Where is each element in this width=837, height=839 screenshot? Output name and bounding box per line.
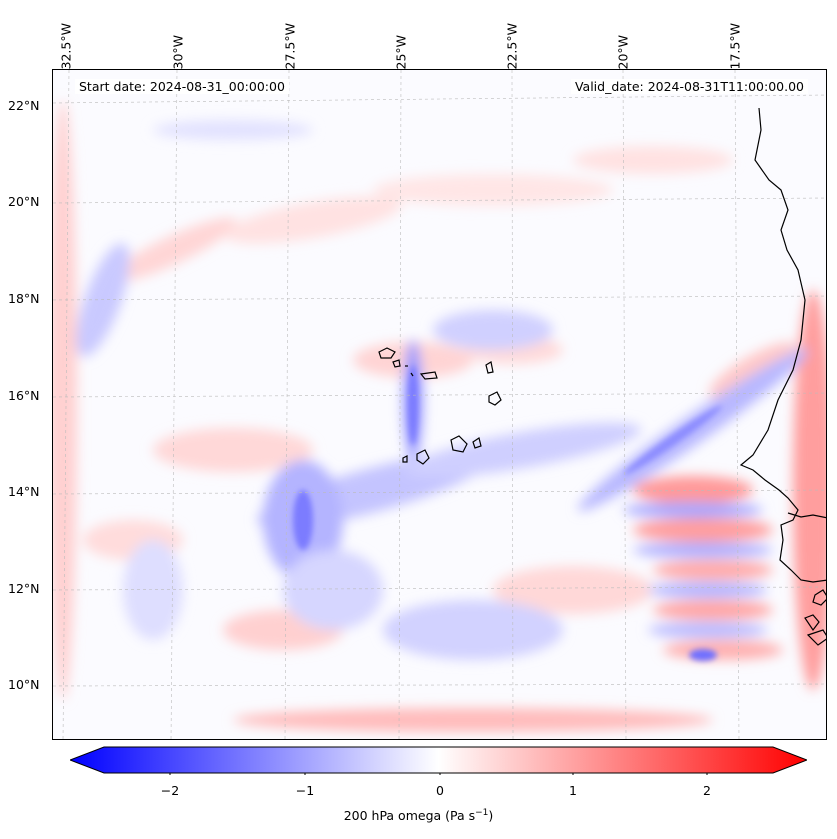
- cape-verde-islands: [378, 347, 502, 465]
- lat-label-14n: 14°N: [8, 484, 40, 499]
- colorbar-tick-label: 2: [703, 783, 711, 798]
- start-date-label: Start date: 2024-08-31_00:00:00: [75, 79, 289, 94]
- omega-field: [53, 70, 826, 739]
- coastlines: [739, 107, 826, 646]
- colorbar-label-end: ): [488, 808, 494, 824]
- lat-label-10n: 10°N: [8, 677, 40, 692]
- valid-date-label: Valid_date: 2024-08-31T11:00:00.00: [570, 79, 808, 94]
- map-panel: Start date: 2024-08-31_00:00:00 Valid_da…: [52, 69, 827, 740]
- lat-label-18n: 18°N: [8, 291, 40, 306]
- lon-label-27.5w: 27.5°W: [282, 23, 298, 70]
- colorbar-label-exponent: −1: [475, 808, 489, 818]
- colorbar-tick-label: −1: [295, 783, 315, 798]
- lat-label-16n: 16°N: [8, 388, 40, 403]
- lon-label-30w: 30°W: [170, 34, 186, 70]
- lon-label-22.5w: 22.5°W: [504, 23, 520, 70]
- colorbar-tick-label: 0: [436, 783, 444, 798]
- colorbar-tick-label: 1: [569, 783, 577, 798]
- colorbar-ticks: [169, 773, 708, 775]
- colorbar-gradient: [70, 746, 807, 774]
- lat-label-22n: 22°N: [8, 98, 40, 113]
- gridlines: [53, 70, 826, 739]
- colorbar: [70, 746, 807, 775]
- lat-label-12n: 12°N: [8, 581, 40, 596]
- lon-label-17.5w: 17.5°W: [727, 23, 743, 70]
- colorbar-tick-label: −2: [160, 783, 180, 798]
- lon-label-32.5w: 32.5°W: [58, 23, 74, 70]
- lat-label-20n: 20°N: [8, 194, 40, 209]
- colorbar-label-text: 200 hPa omega (Pa s: [343, 808, 476, 824]
- colorbar-label: 200 hPa omega (Pa s−1): [0, 808, 837, 823]
- lon-label-20w: 20°W: [615, 34, 631, 70]
- lon-label-25w: 25°W: [393, 34, 409, 70]
